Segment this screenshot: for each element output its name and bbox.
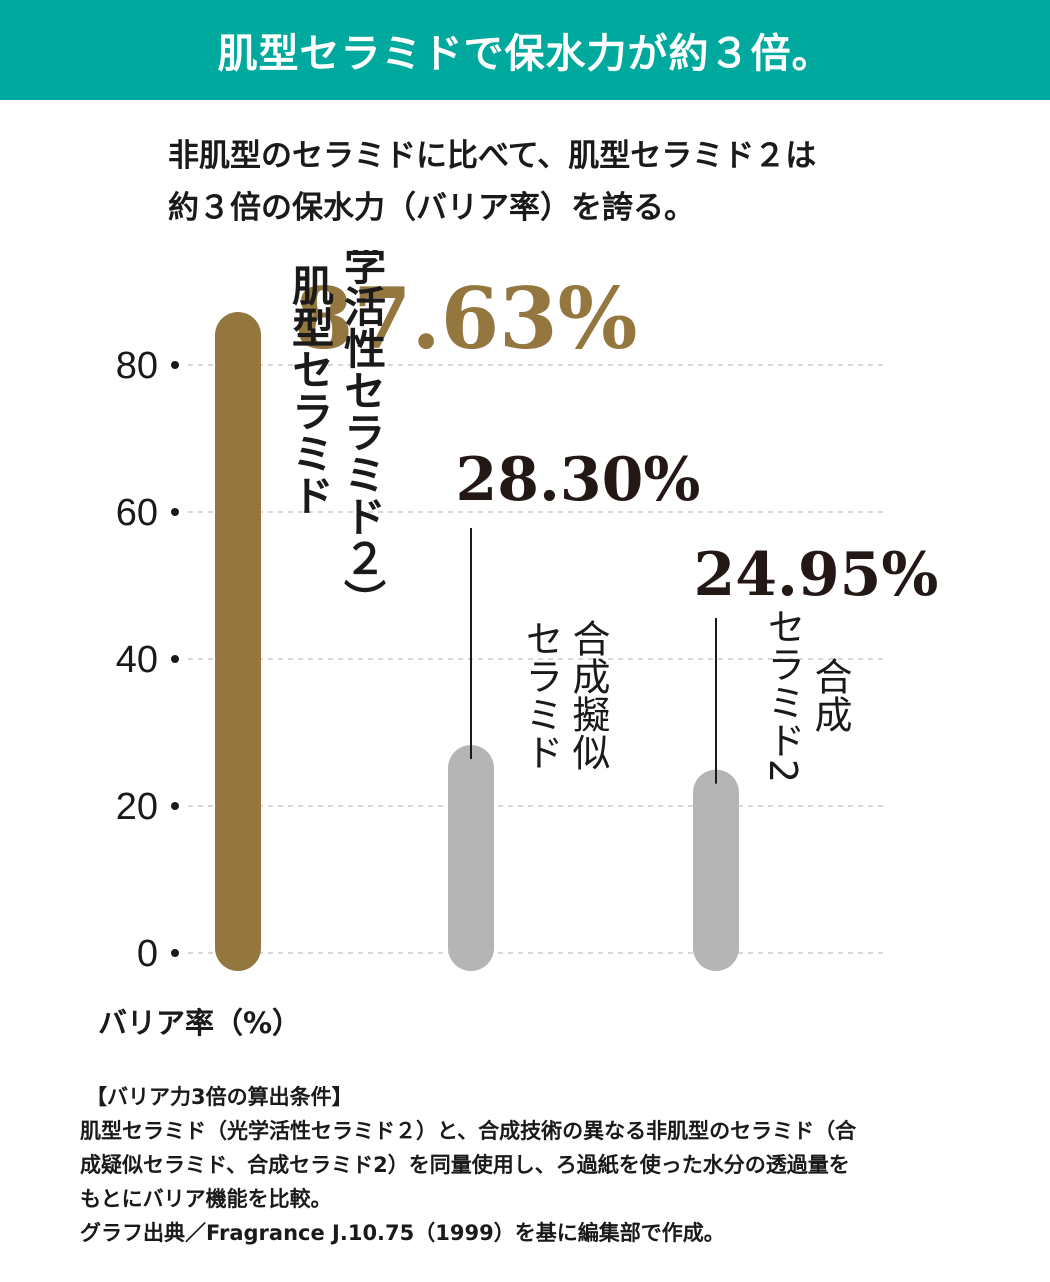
calculation-notes: 【バリア力3倍の算出条件】 肌型セラミド（光学活性セラミド２）と、合成技術の異な…: [80, 1080, 980, 1250]
notes-line-1: 肌型セラミド（光学活性セラミド２）と、合成技術の異なる非肌型のセラミド（合: [80, 1119, 857, 1143]
subtitle: 非肌型のセラミドに比べて、肌型セラミド２は 約３倍の保水力（バリア率）を誇る。: [168, 130, 988, 234]
bar-1: [215, 312, 261, 971]
value-label-3: 24.95%: [694, 540, 939, 610]
y-tick-dot-40: [171, 655, 179, 663]
category-label-3-line-2: セラミド2: [761, 607, 805, 783]
subtitle-line-1: 非肌型のセラミドに比べて、肌型セラミド２は: [168, 138, 817, 174]
value-label-1: 87.63%: [295, 269, 638, 368]
value-label-2: 28.30%: [456, 445, 701, 515]
y-tick-dot-60: [171, 508, 179, 516]
bar-3: [693, 769, 739, 971]
header-banner: 肌型セラミドで保水力が約３倍。: [0, 0, 1050, 100]
bar-2: [448, 744, 494, 971]
y-tick-dot-20: [171, 802, 179, 810]
y-tick-dot-80: [171, 361, 179, 369]
y-tick-label-80: 80: [116, 345, 158, 387]
category-label-2-line-2: セラミド: [519, 619, 563, 771]
y-tick-label-0: 0: [137, 933, 158, 975]
y-tick-dot-0: [171, 949, 179, 957]
barrier-rate-chart: 0 20 40 60 80 87.63%肌型セラミド （光学活性セラミド２） 28.30% 合成…: [116, 250, 939, 975]
y-tick-label-60: 60: [116, 492, 158, 534]
subtitle-line-2: 約３倍の保水力（バリア率）を誇る。: [168, 190, 695, 226]
category-label-1-line-2: （光学活性セラミド２）: [338, 250, 387, 621]
category-label-1-line-1: 肌型セラミド: [286, 264, 335, 516]
y-tick-label-40: 40: [116, 639, 158, 681]
y-tick-label-20: 20: [116, 786, 158, 828]
notes-line-3: もとにバリア機能を比較。: [80, 1187, 332, 1211]
y-axis-label: バリア率（%）: [98, 1006, 302, 1040]
notes-line-2: 成疑似セラミド、合成セラミド2）を同量使用し、ろ過紙を使った水分の透過量を: [80, 1153, 850, 1177]
header-title: 肌型セラミドで保水力が約３倍。: [217, 31, 833, 77]
notes-heading: 【バリア力3倍の算出条件】: [86, 1085, 353, 1109]
category-label-2-line-1: 合成擬似: [566, 619, 610, 771]
category-label-3-line-1: 合成: [808, 657, 852, 733]
notes-line-4: グラフ出典／Fragrance J.10.75（1999）を基に編集部で作成。: [80, 1221, 725, 1245]
